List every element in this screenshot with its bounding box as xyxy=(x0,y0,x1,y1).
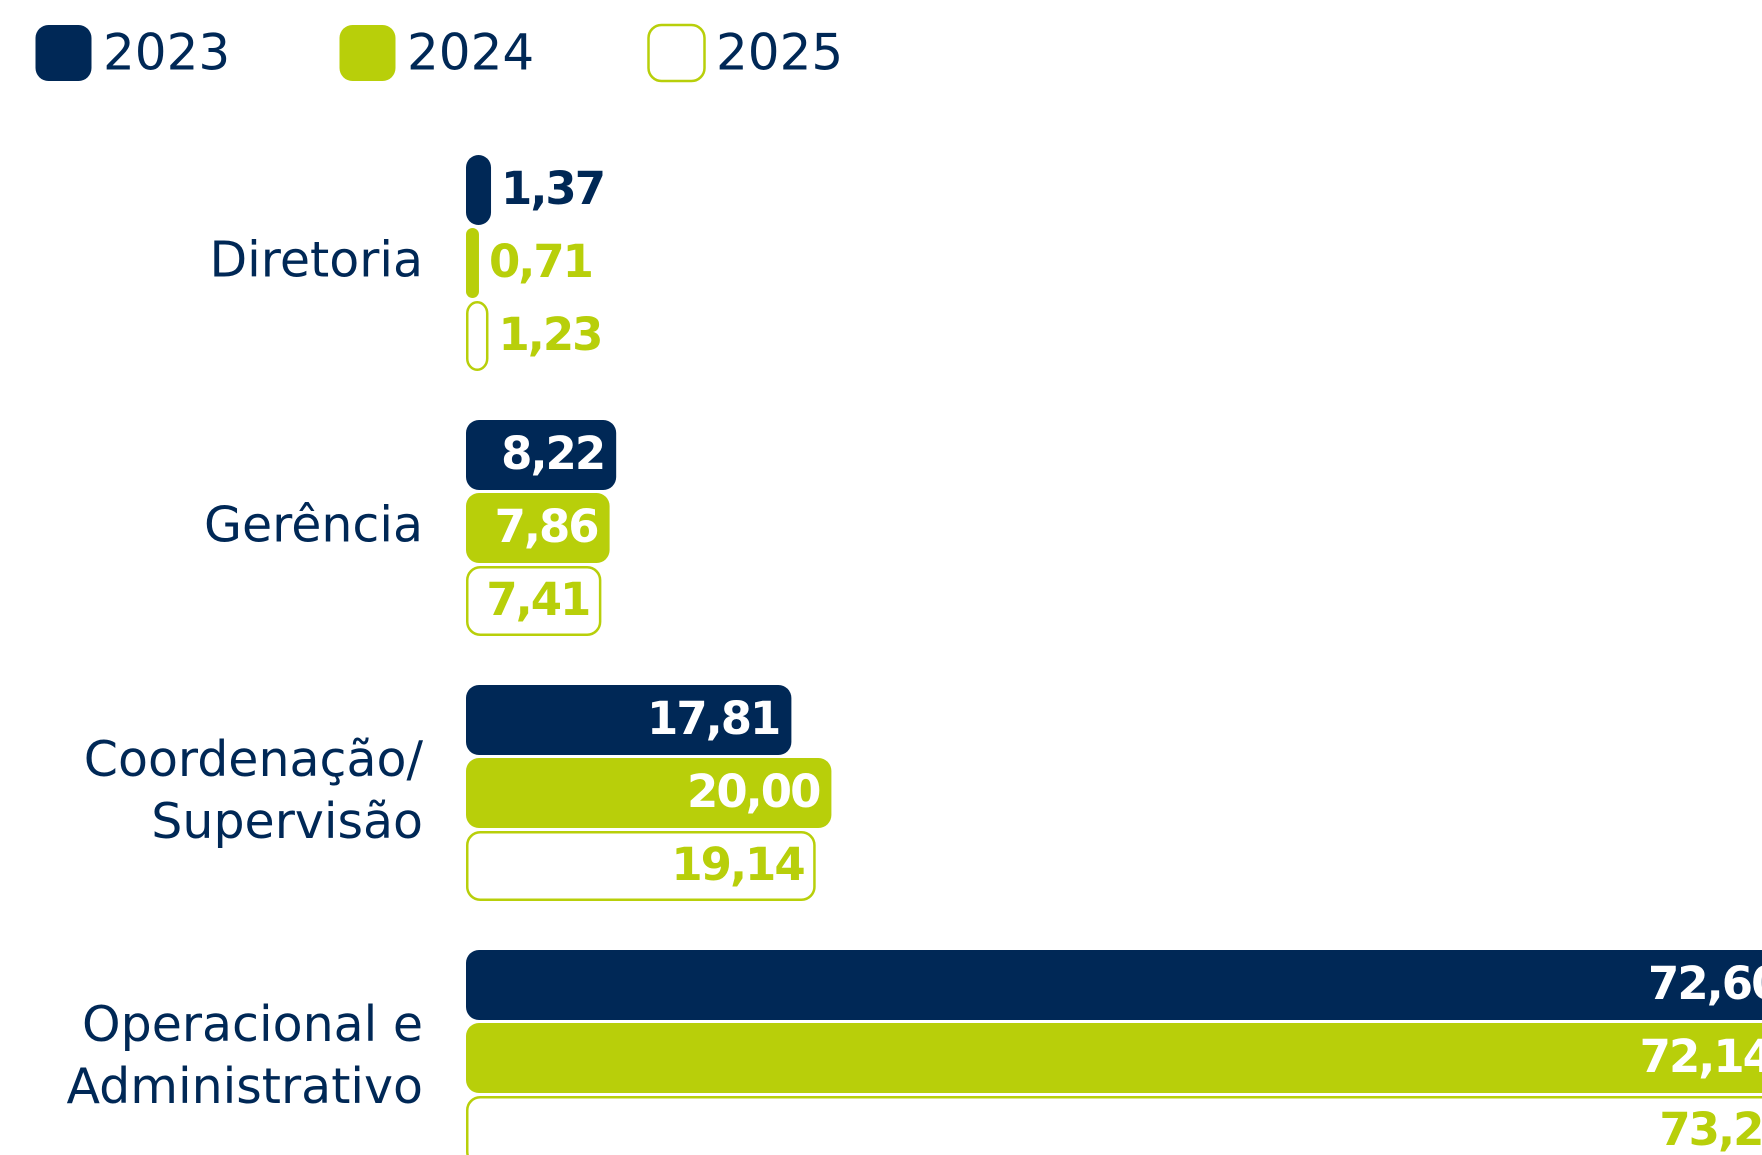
value-label: 17,81 xyxy=(647,692,779,745)
bar xyxy=(466,566,602,636)
value-label: 8,22 xyxy=(501,427,604,480)
bar xyxy=(466,493,610,563)
value-label: 1,37 xyxy=(501,162,604,215)
legend-swatch xyxy=(35,25,92,81)
value-label: 73,22 xyxy=(1659,1103,1762,1155)
legend-swatch xyxy=(339,25,396,81)
value-label: 7,41 xyxy=(486,573,589,626)
value-label: 19,14 xyxy=(671,838,804,891)
value-label: 72,14 xyxy=(1640,1030,1762,1083)
bar xyxy=(466,155,492,225)
legend-swatch xyxy=(647,23,706,83)
bar xyxy=(466,301,489,371)
category-label: Coordenação/Supervisão xyxy=(84,731,424,850)
bar xyxy=(466,1023,1762,1093)
value-label: 7,86 xyxy=(495,500,598,553)
category-label: Diretoria xyxy=(209,232,423,289)
value-label: 20,00 xyxy=(687,765,820,818)
bar xyxy=(466,831,816,901)
category-label: Gerência xyxy=(204,497,423,554)
bar xyxy=(466,1096,1762,1155)
legend-label: 2024 xyxy=(407,24,534,82)
value-label: 1,23 xyxy=(498,308,601,361)
legend-label: 2025 xyxy=(716,24,843,82)
legend-label: 2023 xyxy=(103,24,230,82)
bar xyxy=(466,685,792,755)
bar xyxy=(466,950,1762,1020)
value-label: 0,71 xyxy=(489,235,592,288)
category-label: Operacional e Administrativo xyxy=(67,996,424,1115)
value-label: 72,60 xyxy=(1648,957,1762,1010)
bar xyxy=(466,758,832,828)
bar xyxy=(466,228,479,298)
bar xyxy=(466,420,617,490)
